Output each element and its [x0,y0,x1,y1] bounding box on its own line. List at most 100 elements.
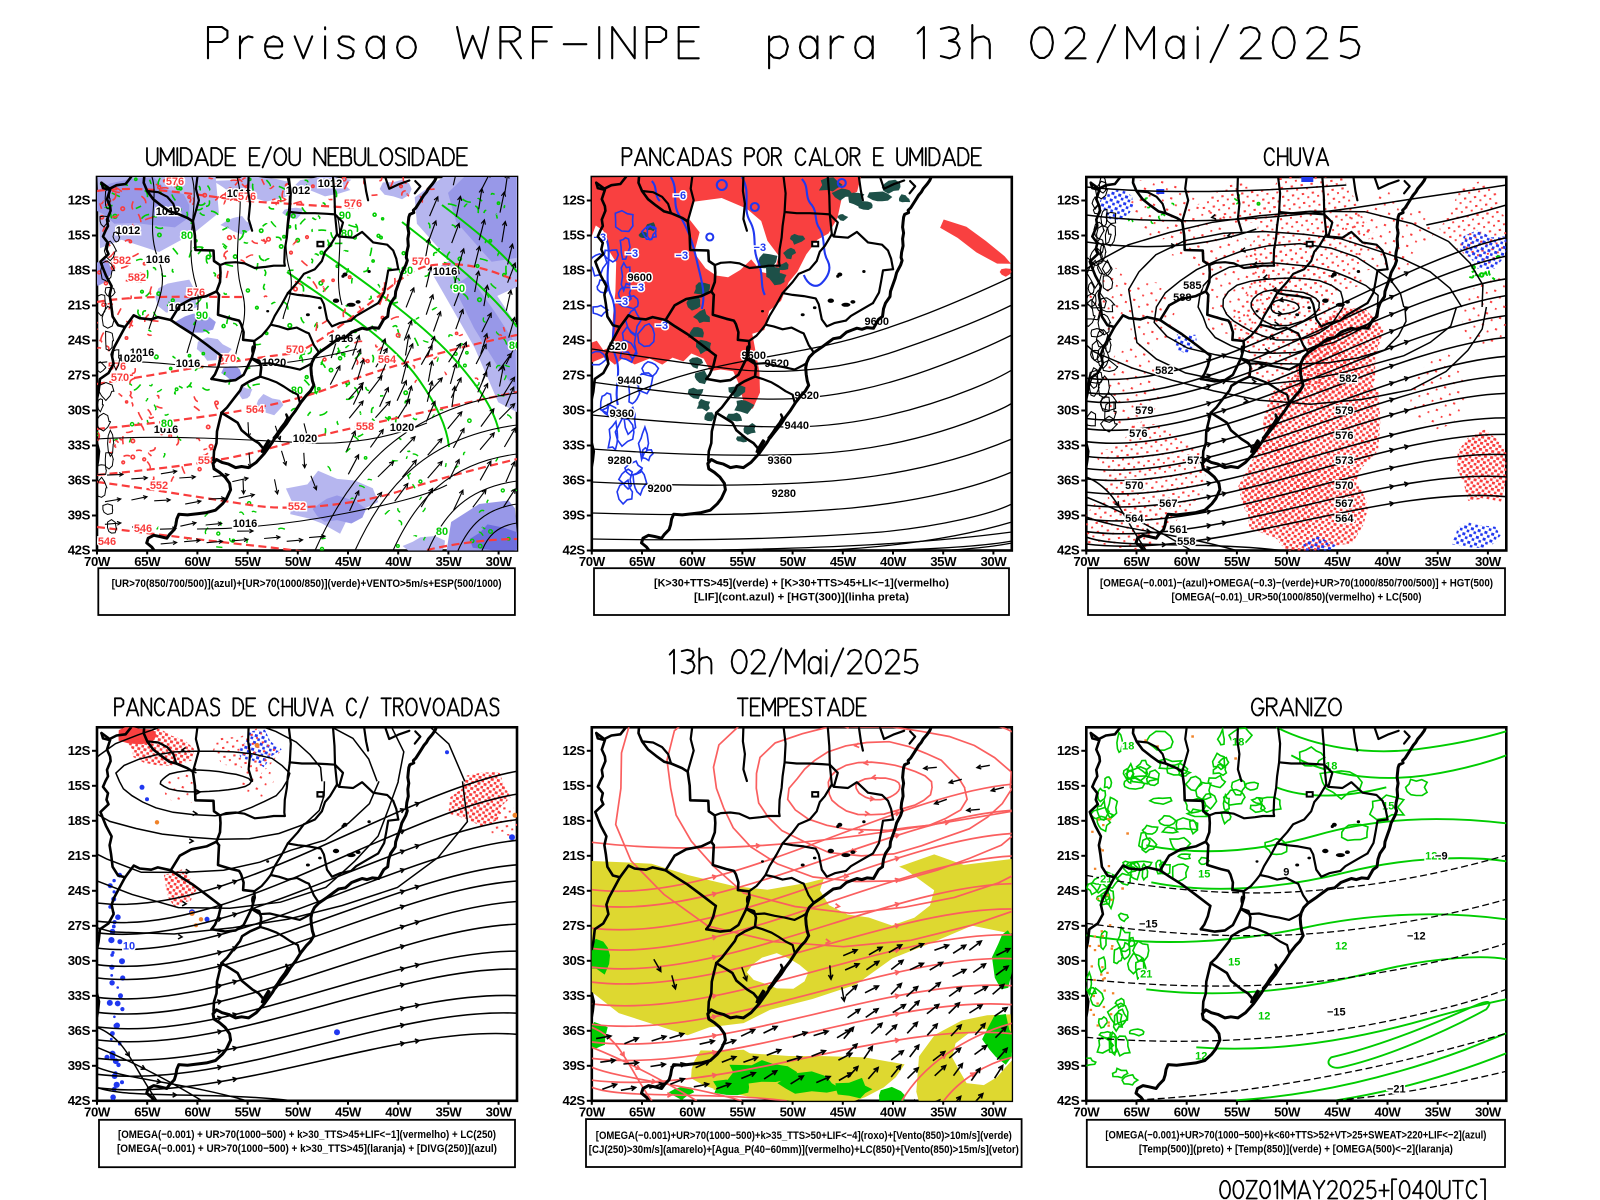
svg-text:80: 80 [181,230,193,242]
svg-text:42S: 42S [1057,1093,1080,1108]
svg-text:50W: 50W [780,1104,807,1119]
svg-text:24S: 24S [1057,883,1080,898]
svg-text:50W: 50W [285,1104,312,1119]
svg-text:1012: 1012 [318,178,342,190]
svg-text:15S: 15S [563,778,586,793]
svg-text:15S: 15S [1057,228,1080,243]
svg-text:33S: 33S [1057,438,1080,453]
svg-text:39S: 39S [563,508,586,523]
svg-text:1020: 1020 [390,422,414,434]
svg-text:21S: 21S [68,298,91,313]
svg-text:[Temp(500)](preto) + [Temp(850: [Temp(500)](preto) + [Temp(850)](verde) … [1139,1143,1453,1155]
svg-text:39S: 39S [68,508,91,523]
svg-text:576: 576 [1129,428,1147,440]
svg-text:12S: 12S [563,193,586,208]
svg-text:561: 561 [1169,524,1187,536]
svg-text:579: 579 [1335,405,1353,417]
svg-text:70W: 70W [84,1104,111,1119]
svg-text:570: 570 [1125,480,1143,492]
svg-text:24S: 24S [563,333,586,348]
svg-text:24S: 24S [1057,333,1080,348]
svg-text:10: 10 [123,940,135,952]
svg-text:36S: 36S [563,1023,586,1038]
svg-text:55W: 55W [235,554,262,569]
svg-text:12S: 12S [68,193,91,208]
svg-text:30W: 30W [1475,1104,1502,1119]
svg-text:24S: 24S [563,883,586,898]
svg-text:40W: 40W [1375,1104,1402,1119]
svg-text:30S: 30S [68,403,91,418]
svg-text:582: 582 [1339,373,1357,385]
svg-text:21: 21 [1140,968,1152,980]
svg-text:564: 564 [1335,513,1354,525]
svg-text:576: 576 [344,198,362,210]
svg-text:30W: 30W [980,1104,1007,1119]
svg-text:9600: 9600 [628,272,652,284]
svg-text:65W: 65W [1124,1104,1151,1119]
svg-text:42S: 42S [563,543,586,558]
svg-text:60W: 60W [679,554,706,569]
svg-text:1016: 1016 [433,266,457,278]
svg-text:36S: 36S [1057,1023,1080,1038]
svg-text:1012: 1012 [227,188,251,200]
svg-text:1016: 1016 [233,518,257,530]
svg-text:80: 80 [509,340,521,352]
svg-text:24S: 24S [68,883,91,898]
svg-text:60W: 60W [679,1104,706,1119]
svg-text:9440: 9440 [785,420,809,432]
svg-text:21S: 21S [68,848,91,863]
svg-text:546: 546 [98,536,116,548]
svg-text:21S: 21S [563,298,586,313]
svg-text:65W: 65W [629,554,656,569]
svg-text:9360: 9360 [610,408,634,420]
svg-text:80: 80 [291,385,303,397]
svg-text:50W: 50W [780,554,807,569]
svg-text:90: 90 [196,310,208,322]
svg-text:15: 15 [1198,868,1210,880]
svg-text:70W: 70W [84,554,111,569]
svg-text:[OMEGA(−0.01)_UR>50(1000/850)(: [OMEGA(−0.01)_UR>50(1000/850)(vermelho) … [1172,592,1422,604]
svg-text:[OMEGA(−0.001) + UR>70(1000−50: [OMEGA(−0.001) + UR>70(1000−500) + k>30_… [117,1143,497,1155]
svg-text:65W: 65W [629,1104,656,1119]
svg-text:45W: 45W [830,1104,857,1119]
svg-text:35W: 35W [930,1104,957,1119]
svg-text:70W: 70W [1073,554,1100,569]
svg-text:40W: 40W [385,1104,412,1119]
svg-text:39S: 39S [68,1058,91,1073]
svg-text:15S: 15S [68,228,91,243]
svg-text:1016: 1016 [176,358,200,370]
svg-text:−12: −12 [1407,930,1426,942]
svg-text:18S: 18S [1057,263,1080,278]
svg-text:55W: 55W [1224,554,1251,569]
svg-text:60W: 60W [1174,1104,1201,1119]
svg-text:[OMEGA(−0.001)+UR>70(1000−500): [OMEGA(−0.001)+UR>70(1000−500)+k<60+TTS>… [1105,1130,1486,1142]
svg-text:12S: 12S [1057,193,1080,208]
svg-text:558: 558 [356,421,374,433]
svg-text:55W: 55W [729,554,756,569]
svg-text:564: 564 [378,354,397,366]
svg-text:70W: 70W [579,554,606,569]
svg-text:18: 18 [1122,740,1134,752]
svg-text:582: 582 [1155,365,1173,377]
svg-text:576: 576 [166,176,184,188]
svg-text:12S: 12S [563,743,586,758]
svg-text:33S: 33S [563,988,586,1003]
svg-text:30W: 30W [1475,554,1502,569]
svg-text:−3: −3 [616,296,629,308]
svg-text:50W: 50W [285,554,312,569]
svg-text:39S: 39S [1057,508,1080,523]
svg-text:35W: 35W [435,1104,462,1119]
svg-text:45W: 45W [1324,1104,1351,1119]
svg-text:9360: 9360 [768,455,792,467]
svg-text:−3: −3 [754,242,767,254]
svg-text:1016: 1016 [154,424,178,436]
svg-text:35W: 35W [435,554,462,569]
svg-text:15S: 15S [563,228,586,243]
svg-text:30S: 30S [563,953,586,968]
svg-text:−3: −3 [676,250,689,262]
svg-text:9: 9 [1283,866,1289,878]
svg-text:21S: 21S [563,848,586,863]
svg-text:564: 564 [246,404,265,416]
svg-text:9280: 9280 [772,488,796,500]
svg-text:27S: 27S [1057,918,1080,933]
